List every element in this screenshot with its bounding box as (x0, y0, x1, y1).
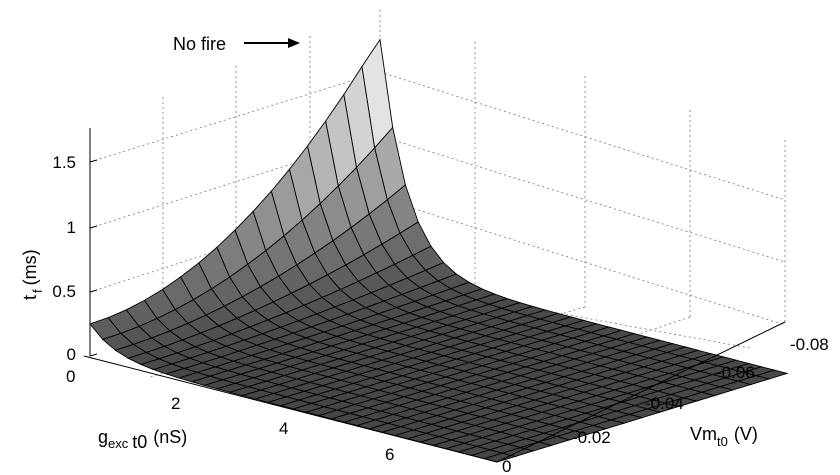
y-tick-label: 0 (502, 457, 511, 475)
x-tick-label: 2 (171, 394, 180, 413)
y-tick-label: -0.02 (572, 428, 611, 447)
arrow-right-icon (244, 38, 300, 48)
y-tick-label: -0.06 (716, 363, 755, 382)
x-tick-label: 4 (279, 419, 288, 438)
z-tick-label: 1 (67, 218, 76, 237)
axes-box (83, 128, 786, 463)
x-tick-label: 0 (66, 367, 75, 386)
z-tick-label: 1.5 (52, 153, 76, 172)
no-fire-annotation: No fire (173, 34, 226, 54)
z-tick-label: 0.5 (52, 282, 76, 301)
surface-mesh (89, 38, 789, 463)
y-tick-label: -0.08 (790, 335, 829, 354)
y-axis-label: Vmt0 (V) (690, 424, 758, 449)
z-tick-label: 0 (67, 345, 76, 364)
x-tick-label: 6 (385, 445, 394, 464)
y-tick-label: -0.04 (645, 394, 684, 413)
z-axis-label: tf(ms) (20, 249, 45, 300)
x-axis-label: gexc t0 (nS) (98, 427, 187, 452)
z-tick-marks (89, 159, 98, 357)
